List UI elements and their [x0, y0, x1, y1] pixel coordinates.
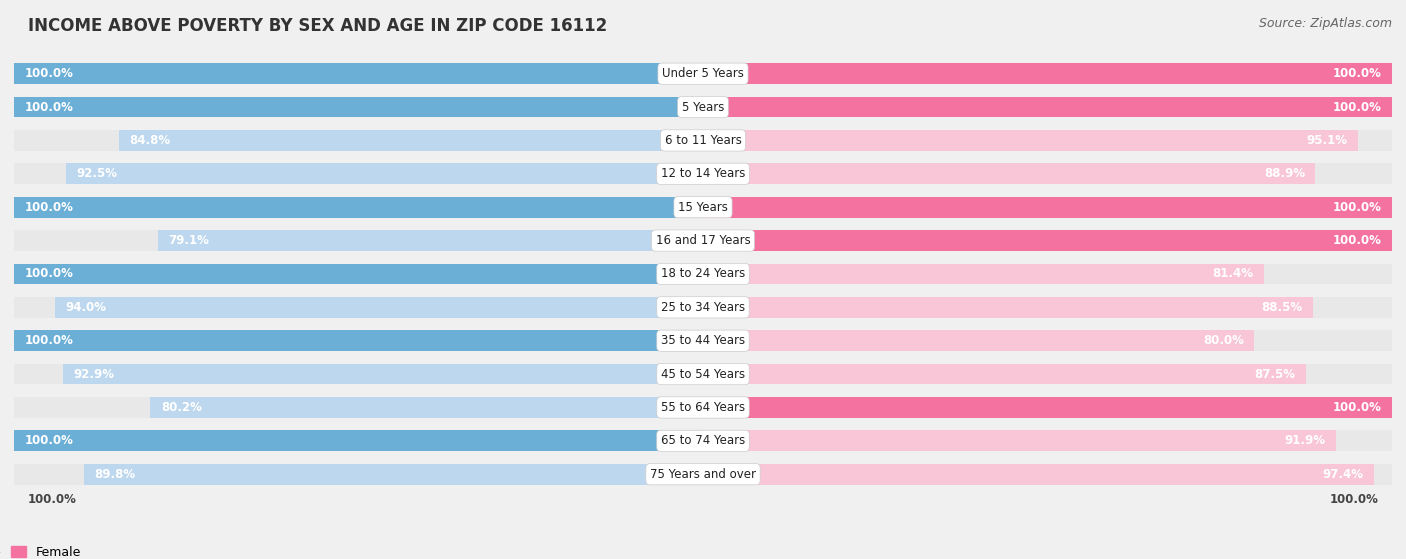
Bar: [14, 230, 1392, 251]
Text: 15 Years: 15 Years: [678, 201, 728, 214]
Bar: [14, 97, 1392, 117]
Bar: [55, 297, 703, 318]
Text: 100.0%: 100.0%: [1329, 493, 1378, 506]
Bar: [14, 163, 1392, 184]
Bar: [14, 130, 1392, 151]
Legend: Male, Female: Male, Female: [0, 541, 87, 559]
Text: 80.2%: 80.2%: [160, 401, 201, 414]
Bar: [703, 130, 1358, 151]
Text: 100.0%: 100.0%: [24, 67, 73, 80]
Text: 79.1%: 79.1%: [169, 234, 209, 247]
Text: 55 to 64 Years: 55 to 64 Years: [661, 401, 745, 414]
Bar: [14, 430, 1392, 451]
Text: 5 Years: 5 Years: [682, 101, 724, 113]
Bar: [14, 97, 703, 117]
Bar: [14, 63, 703, 84]
Bar: [150, 397, 703, 418]
Bar: [63, 364, 703, 385]
Text: 65 to 74 Years: 65 to 74 Years: [661, 434, 745, 447]
Text: 25 to 34 Years: 25 to 34 Years: [661, 301, 745, 314]
Bar: [703, 63, 1392, 84]
Text: 80.0%: 80.0%: [1204, 334, 1244, 347]
Bar: [118, 130, 703, 151]
Bar: [14, 397, 1392, 418]
Text: 100.0%: 100.0%: [28, 493, 77, 506]
Text: 100.0%: 100.0%: [24, 101, 73, 113]
Text: 16 and 17 Years: 16 and 17 Years: [655, 234, 751, 247]
Bar: [14, 197, 703, 217]
Text: 84.8%: 84.8%: [129, 134, 170, 147]
Text: 95.1%: 95.1%: [1306, 134, 1348, 147]
Text: Under 5 Years: Under 5 Years: [662, 67, 744, 80]
Bar: [703, 197, 1392, 217]
Bar: [14, 464, 1392, 485]
Text: 100.0%: 100.0%: [24, 201, 73, 214]
Bar: [703, 264, 1264, 285]
Text: 45 to 54 Years: 45 to 54 Years: [661, 368, 745, 381]
Bar: [703, 430, 1336, 451]
Bar: [14, 330, 703, 351]
Bar: [703, 364, 1306, 385]
Text: 97.4%: 97.4%: [1323, 468, 1364, 481]
Text: 91.9%: 91.9%: [1285, 434, 1326, 447]
Text: 100.0%: 100.0%: [1333, 234, 1382, 247]
Text: 6 to 11 Years: 6 to 11 Years: [665, 134, 741, 147]
Text: 92.5%: 92.5%: [76, 167, 117, 181]
Bar: [703, 230, 1392, 251]
Text: 12 to 14 Years: 12 to 14 Years: [661, 167, 745, 181]
Bar: [14, 63, 1392, 84]
Bar: [157, 230, 703, 251]
Text: 89.8%: 89.8%: [94, 468, 136, 481]
Bar: [703, 297, 1313, 318]
Text: 92.9%: 92.9%: [73, 368, 114, 381]
Text: 75 Years and over: 75 Years and over: [650, 468, 756, 481]
Bar: [66, 163, 703, 184]
Text: 87.5%: 87.5%: [1254, 368, 1295, 381]
Bar: [14, 264, 1392, 285]
Bar: [14, 197, 1392, 217]
Bar: [14, 364, 1392, 385]
Text: INCOME ABOVE POVERTY BY SEX AND AGE IN ZIP CODE 16112: INCOME ABOVE POVERTY BY SEX AND AGE IN Z…: [28, 17, 607, 35]
Text: Source: ZipAtlas.com: Source: ZipAtlas.com: [1258, 17, 1392, 30]
Text: 35 to 44 Years: 35 to 44 Years: [661, 334, 745, 347]
Text: 100.0%: 100.0%: [1333, 67, 1382, 80]
Bar: [14, 297, 1392, 318]
Bar: [703, 330, 1254, 351]
Bar: [14, 330, 1392, 351]
Text: 88.5%: 88.5%: [1261, 301, 1302, 314]
Bar: [703, 163, 1316, 184]
Bar: [14, 264, 703, 285]
Text: 94.0%: 94.0%: [66, 301, 107, 314]
Bar: [14, 430, 703, 451]
Text: 88.9%: 88.9%: [1264, 167, 1305, 181]
Bar: [703, 464, 1374, 485]
Text: 100.0%: 100.0%: [24, 334, 73, 347]
Text: 81.4%: 81.4%: [1212, 267, 1254, 281]
Bar: [84, 464, 703, 485]
Text: 100.0%: 100.0%: [24, 434, 73, 447]
Text: 100.0%: 100.0%: [1333, 401, 1382, 414]
Text: 100.0%: 100.0%: [1333, 101, 1382, 113]
Bar: [703, 397, 1392, 418]
Bar: [703, 97, 1392, 117]
Text: 18 to 24 Years: 18 to 24 Years: [661, 267, 745, 281]
Text: 100.0%: 100.0%: [24, 267, 73, 281]
Text: 100.0%: 100.0%: [1333, 201, 1382, 214]
